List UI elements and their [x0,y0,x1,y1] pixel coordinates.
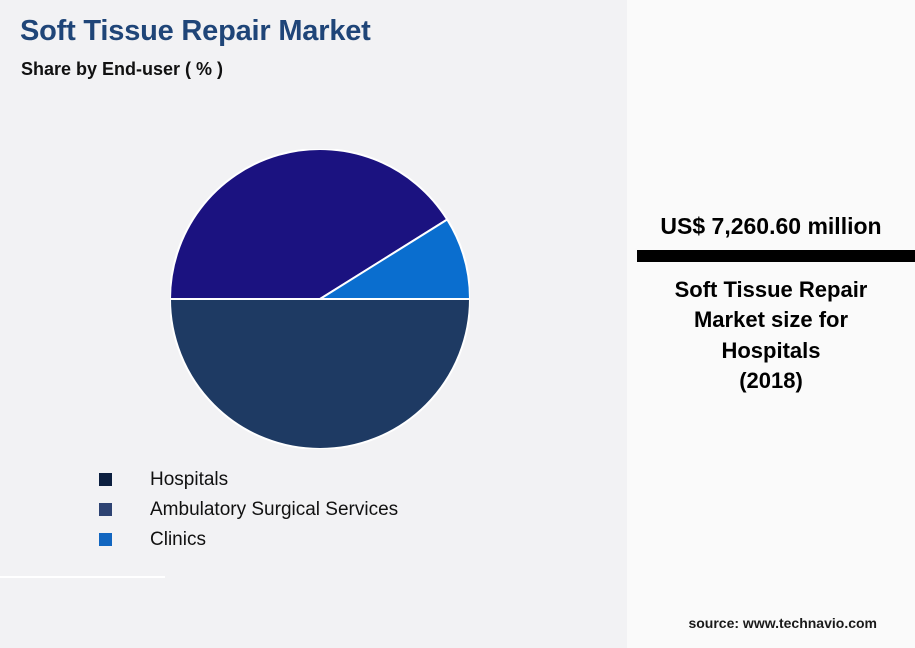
legend-item-clinics: Clinics [99,524,398,554]
pie-slice [170,298,470,449]
chart-subtitle: Share by End-user ( % ) [21,59,224,79]
divider [0,576,165,578]
pie-chart-svg [170,149,470,449]
chart-panel: Soft Tissue Repair Market Share by End-u… [0,15,470,578]
legend-swatch-icon-clinics [99,532,112,546]
page-title: Soft Tissue Repair Market [20,15,371,47]
legend-label-ambulatory-surgical-services: Ambulatory Surgical Services [150,498,399,520]
pie-slice [170,149,449,300]
callout-description: Soft Tissue Repair Market size for Hospita… [674,277,868,394]
source-note: source: www.technavio.com [688,615,877,631]
chart-legend: Hospitals Ambulatory Surgical Services C… [99,464,398,554]
callout-value: US$ 7,260.60 million [660,213,882,239]
legend-item-hospitals: Hospitals [99,464,398,494]
callout-panel: US$ 7,260.60 million Soft Tissue Repair M… [627,0,915,648]
legend-item-ambulatory-surgical-services: Ambulatory Surgical Services [99,494,398,524]
callout-underline-bar [637,250,915,262]
legend-label-clinics: Clinics [150,528,206,550]
pie-chart [170,149,470,449]
legend-label-hospitals: Hospitals [150,468,229,490]
pie-slice [316,218,470,300]
legend-swatch-icon-hospitals [99,472,112,486]
legend-swatch-icon-ambulatory-surgical-services [99,502,112,516]
